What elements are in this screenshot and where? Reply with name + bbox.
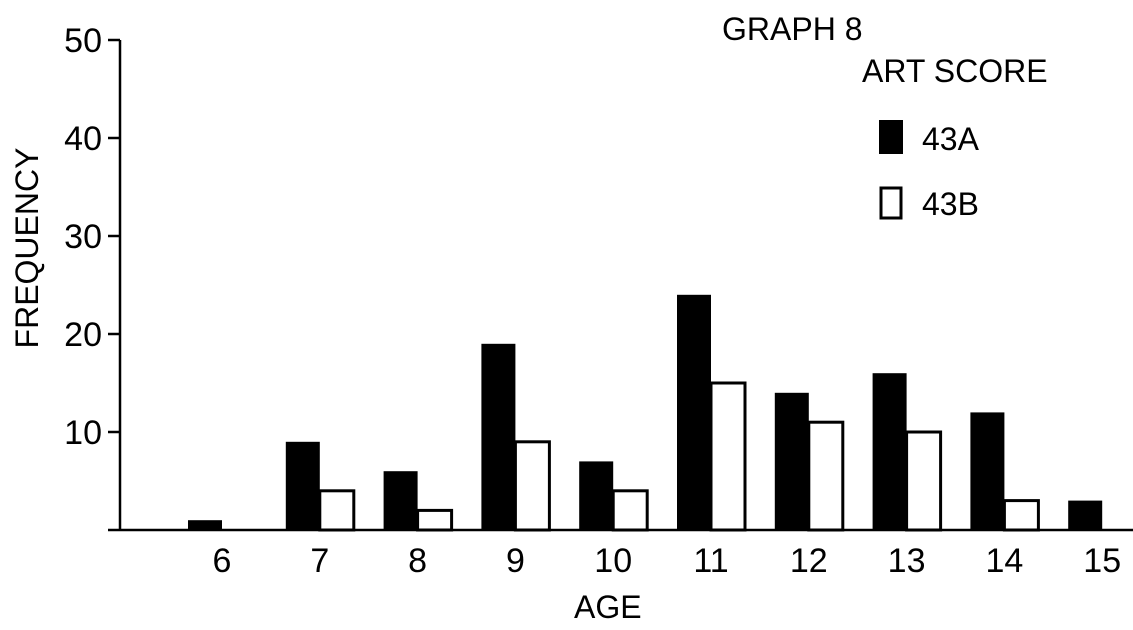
chart-subtitle: ART SCORE [862,53,1048,89]
chart-ticks: 10 20 30 40 50 6 7 8 9 10 11 12 13 14 15 [64,22,1121,580]
chart-bars [188,294,1103,532]
y-tick-label: 30 [64,218,102,256]
y-tick-label: 40 [64,120,102,158]
x-tick-label: 8 [408,542,427,580]
x-tick-label: 7 [310,542,329,580]
x-tick-label: 11 [693,542,728,580]
bar-43b-age-7 [318,489,356,532]
x-tick-label: 13 [888,542,926,580]
bar-43b-age-12 [807,420,845,532]
bar-43a-age-6 [188,520,222,530]
bar-43b-age-9 [513,440,551,532]
x-tick-label: 10 [594,542,632,580]
bar-43a-age-15 [1068,500,1103,530]
x-axis-label: AGE [574,589,642,625]
x-tick-label: 14 [985,542,1023,580]
y-tick-label: 20 [64,316,102,354]
legend-label-43b: 43B [922,186,979,222]
x-tick-label: 6 [213,542,232,580]
y-tick-label: 10 [64,414,102,452]
chart-title: GRAPH 8 [722,11,862,47]
bar-43b-age-14 [1002,499,1040,532]
bar-43a-age-13 [872,373,907,530]
legend: 43A 43B [879,120,980,222]
bar-43a-age-14 [970,412,1005,530]
bar-43b-age-8 [416,508,454,532]
x-tick-label: 12 [790,542,828,580]
y-axis-label: FREQUENCY [9,148,45,349]
bar-43a-age-7 [285,441,320,530]
y-tick-label: 50 [64,22,102,60]
bar-43b-age-10 [611,489,649,532]
bar-43a-age-9 [481,343,516,530]
x-tick-label: 15 [1083,542,1121,580]
bar-43a-age-11 [677,294,711,530]
bar-43a-age-12 [774,392,809,530]
legend-label-43a: 43A [922,121,980,157]
bar-43b-age-13 [905,430,943,532]
legend-swatch-43a [879,120,903,154]
x-tick-label: 9 [506,542,525,580]
bar-43b-age-11 [709,381,747,532]
bar-43a-age-10 [579,461,614,530]
legend-swatch-43b [879,186,903,220]
bar-43a-age-8 [383,471,418,530]
